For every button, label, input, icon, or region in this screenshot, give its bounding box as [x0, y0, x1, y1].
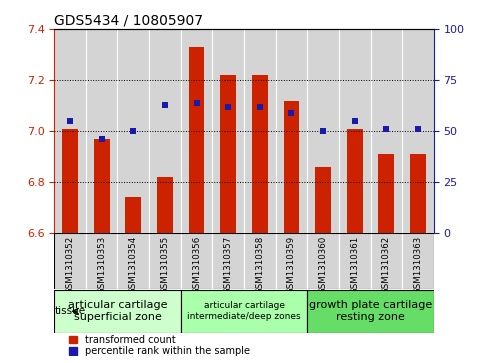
Point — [193, 99, 201, 105]
Point — [224, 104, 232, 110]
Bar — [371, 233, 402, 289]
Point — [256, 104, 264, 110]
Bar — [157, 177, 173, 233]
Bar — [70, 336, 77, 343]
Text: growth plate cartilage
resting zone: growth plate cartilage resting zone — [309, 301, 432, 322]
Bar — [220, 75, 236, 233]
Bar — [117, 233, 149, 289]
Bar — [307, 290, 434, 333]
Bar — [315, 167, 331, 233]
Bar — [149, 29, 181, 233]
Text: GSM1310354: GSM1310354 — [129, 236, 138, 294]
Bar — [212, 29, 244, 233]
Bar — [276, 29, 307, 233]
Bar — [276, 233, 307, 289]
Text: GSM1310356: GSM1310356 — [192, 236, 201, 294]
Bar — [181, 233, 212, 289]
Bar — [252, 75, 268, 233]
Point — [66, 118, 74, 124]
Bar — [54, 233, 86, 289]
Text: GSM1310361: GSM1310361 — [350, 236, 359, 294]
Text: transformed count: transformed count — [85, 335, 176, 345]
Bar — [54, 29, 86, 233]
Point — [319, 128, 327, 134]
Bar — [410, 154, 426, 233]
Text: articular cartilage
intermediate/deep zones: articular cartilage intermediate/deep zo… — [187, 302, 301, 321]
Bar — [212, 233, 244, 289]
Text: GDS5434 / 10805907: GDS5434 / 10805907 — [54, 14, 203, 28]
Bar — [307, 233, 339, 289]
Point — [98, 136, 106, 142]
Bar — [371, 29, 402, 233]
Bar — [70, 347, 77, 355]
Bar — [347, 129, 363, 233]
Bar — [54, 290, 181, 333]
Point — [383, 126, 390, 132]
Text: articular cartilage
superficial zone: articular cartilage superficial zone — [68, 301, 167, 322]
Bar — [125, 197, 141, 233]
Text: GSM1310360: GSM1310360 — [318, 236, 328, 294]
Point — [414, 126, 422, 132]
Bar — [62, 129, 78, 233]
Bar — [339, 233, 371, 289]
Bar — [181, 290, 307, 333]
Point — [161, 102, 169, 107]
Text: GSM1310357: GSM1310357 — [224, 236, 233, 294]
Bar — [402, 29, 434, 233]
Bar — [189, 47, 205, 233]
Bar — [283, 101, 299, 233]
Bar — [244, 29, 276, 233]
Bar — [149, 233, 181, 289]
Text: GSM1310353: GSM1310353 — [97, 236, 106, 294]
Bar — [117, 29, 149, 233]
Point — [129, 128, 137, 134]
Text: GSM1310355: GSM1310355 — [160, 236, 170, 294]
Text: GSM1310359: GSM1310359 — [287, 236, 296, 294]
Text: tissue: tissue — [55, 306, 86, 316]
Text: GSM1310362: GSM1310362 — [382, 236, 391, 294]
Bar — [307, 29, 339, 233]
Bar — [86, 233, 117, 289]
Bar — [94, 139, 109, 233]
Bar — [402, 233, 434, 289]
Bar — [379, 154, 394, 233]
Bar — [339, 29, 371, 233]
Text: GSM1310358: GSM1310358 — [255, 236, 264, 294]
Text: GSM1310363: GSM1310363 — [414, 236, 423, 294]
Point — [351, 118, 359, 124]
Point — [287, 110, 295, 116]
Bar — [181, 29, 212, 233]
Text: GSM1310352: GSM1310352 — [66, 236, 74, 294]
Bar — [86, 29, 117, 233]
Text: percentile rank within the sample: percentile rank within the sample — [85, 346, 249, 356]
Bar — [244, 233, 276, 289]
